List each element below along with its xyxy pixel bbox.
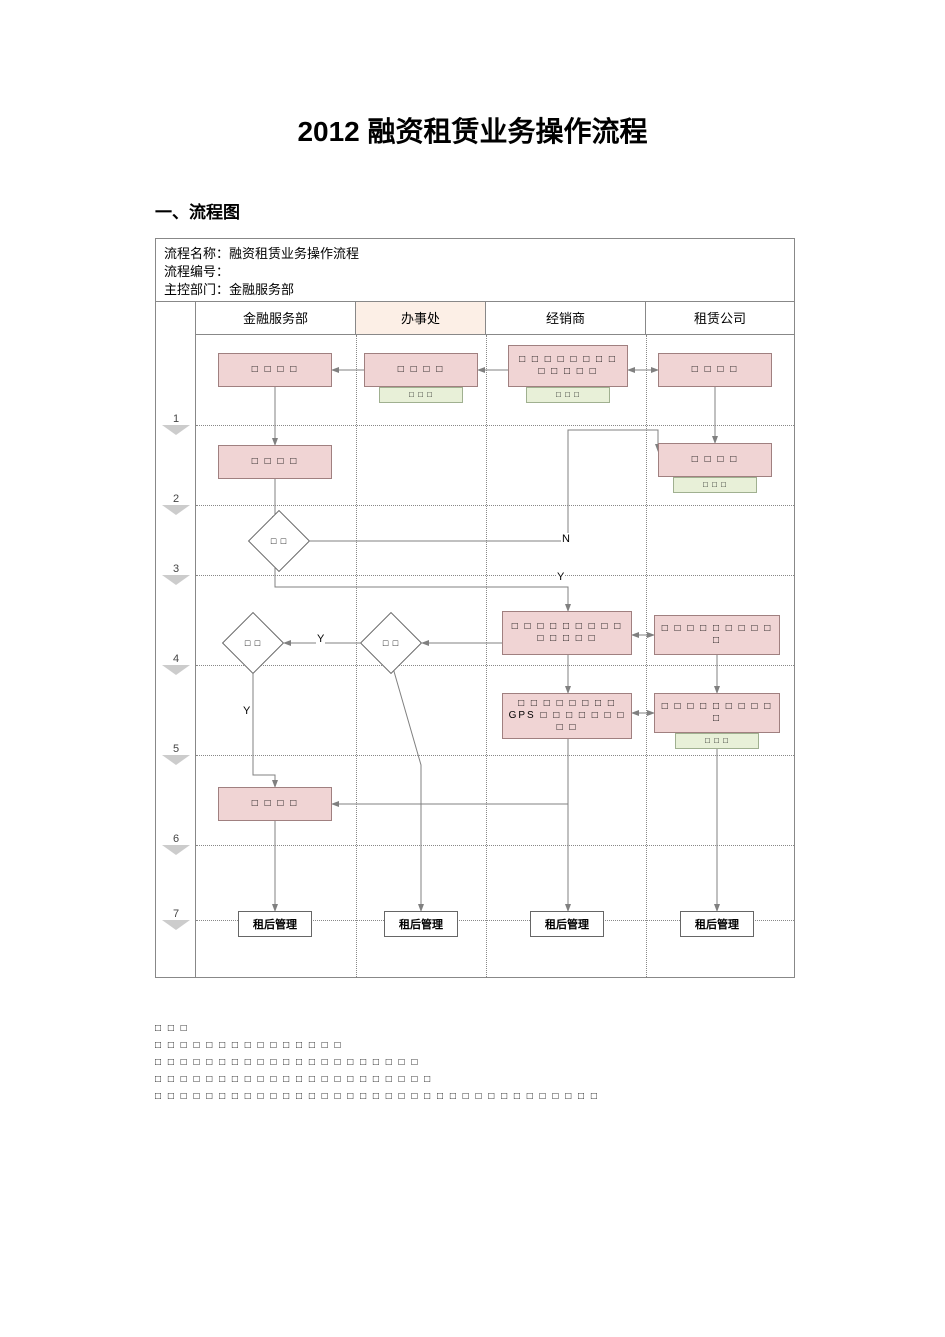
decision-label: □ □	[248, 523, 310, 559]
process-box: □ □ □ □ □ □ □ □ □ □	[654, 693, 780, 733]
process-box: □ □ □ □ □ □ □ □ GPS □ □ □ □ □ □ □ □ □	[502, 693, 632, 739]
lane-header-4: 租赁公司	[646, 301, 794, 335]
row-number: 4	[173, 653, 179, 665]
meta-line-no: 流程编号：	[164, 263, 786, 281]
decision-label: □ □	[222, 625, 284, 661]
process-box: □ □ □ □ □ □ □ □ □ □	[654, 615, 780, 655]
row-chevron: 2	[168, 491, 184, 515]
edge-label: N	[561, 533, 571, 545]
terminator-box: 租后管理	[680, 911, 754, 937]
flow-arrow	[332, 737, 568, 804]
row-number: 7	[173, 908, 179, 920]
row-chevron: 7	[168, 906, 184, 930]
row-number: 3	[173, 563, 179, 575]
flowchart-frame: 流程名称：融资租赁业务操作流程 流程编号： 主控部门：金融服务部 金融服务部 办…	[155, 238, 795, 978]
attachment-tag: □ □ □	[379, 387, 463, 403]
lane-divider	[486, 335, 487, 977]
edge-label: Y	[316, 633, 325, 645]
row-chevron: 4	[168, 651, 184, 675]
attachment-tag: □ □ □	[526, 387, 610, 403]
edge-label: Y	[556, 571, 565, 583]
footer-line: □ □ □ □ □ □ □ □ □ □ □ □ □ □ □ □ □ □ □ □ …	[155, 1054, 795, 1071]
attachment-tag: □ □ □	[673, 477, 757, 493]
meta-no-label: 流程编号：	[164, 264, 229, 279]
process-box: □ □ □ □	[218, 787, 332, 821]
row-divider	[196, 845, 794, 846]
diagram-body: 1234567□ □ □ □□ □ □ □□ □ □□ □ □ □ □ □ □ …	[156, 335, 794, 977]
process-box: □ □ □ □	[218, 445, 332, 479]
section-heading: 一、流程图	[155, 198, 240, 223]
process-box: □ □ □ □	[218, 353, 332, 387]
row-number: 5	[173, 743, 179, 755]
flow-arrow	[253, 661, 275, 787]
flow-arrow	[391, 661, 421, 911]
lane-header-2: 办事处	[356, 301, 486, 335]
meta-block: 流程名称：融资租赁业务操作流程 流程编号： 主控部门：金融服务部	[156, 239, 794, 305]
terminator-box: 租后管理	[238, 911, 312, 937]
lane-header-1: 金融服务部	[196, 301, 356, 335]
row-chevron: 3	[168, 561, 184, 585]
terminator-box: 租后管理	[530, 911, 604, 937]
row-number: 1	[173, 413, 179, 425]
process-box: □ □ □ □	[658, 443, 772, 477]
footer-line: □ □ □	[155, 1020, 795, 1037]
meta-dept-label: 主控部门：	[164, 282, 229, 297]
meta-name-value: 融资租赁业务操作流程	[229, 246, 359, 261]
page-title: 2012 融资租赁业务操作流程	[0, 110, 945, 150]
terminator-box: 租后管理	[384, 911, 458, 937]
footer-line: □ □ □ □ □ □ □ □ □ □ □ □ □ □ □ □ □ □ □ □ …	[155, 1088, 795, 1105]
decision-diamond: □ □	[222, 625, 284, 661]
row-chevron: 1	[168, 411, 184, 435]
row-divider	[196, 505, 794, 506]
process-box: □ □ □ □ □ □ □ □ □ □ □ □ □ □	[502, 611, 632, 655]
decision-diamond: □ □	[248, 523, 310, 559]
row-divider	[196, 665, 794, 666]
edge-label: Y	[242, 705, 251, 717]
decision-diamond: □ □	[360, 625, 422, 661]
row-number: 6	[173, 833, 179, 845]
row-chevron: 6	[168, 831, 184, 855]
row-divider	[196, 755, 794, 756]
meta-line-dept: 主控部门：金融服务部	[164, 281, 786, 299]
decision-label: □ □	[360, 625, 422, 661]
row-chevron: 5	[168, 741, 184, 765]
attachment-tag: □ □ □	[675, 733, 759, 749]
row-divider	[196, 425, 794, 426]
footer-notes: □ □ □□ □ □ □ □ □ □ □ □ □ □ □ □ □ □□ □ □ …	[155, 1020, 795, 1105]
process-box: □ □ □ □	[658, 353, 772, 387]
flow-arrow	[275, 559, 568, 611]
meta-dept-value: 金融服务部	[229, 282, 294, 297]
footer-line: □ □ □ □ □ □ □ □ □ □ □ □ □ □ □ □ □ □ □ □ …	[155, 1071, 795, 1088]
process-box: □ □ □ □	[364, 353, 478, 387]
row-number: 2	[173, 493, 179, 505]
process-box: □ □ □ □ □ □ □ □ □ □ □ □ □	[508, 345, 628, 387]
meta-name-label: 流程名称：	[164, 246, 229, 261]
meta-line-name: 流程名称：融资租赁业务操作流程	[164, 245, 786, 263]
flow-arrow	[310, 430, 658, 541]
row-divider	[196, 575, 794, 576]
swimlane-header-row: 金融服务部 办事处 经销商 租赁公司	[156, 301, 794, 335]
lane-divider	[356, 335, 357, 977]
rownum-header	[156, 301, 196, 335]
lane-header-3: 经销商	[486, 301, 646, 335]
lane-divider	[646, 335, 647, 977]
footer-line: □ □ □ □ □ □ □ □ □ □ □ □ □ □ □	[155, 1037, 795, 1054]
